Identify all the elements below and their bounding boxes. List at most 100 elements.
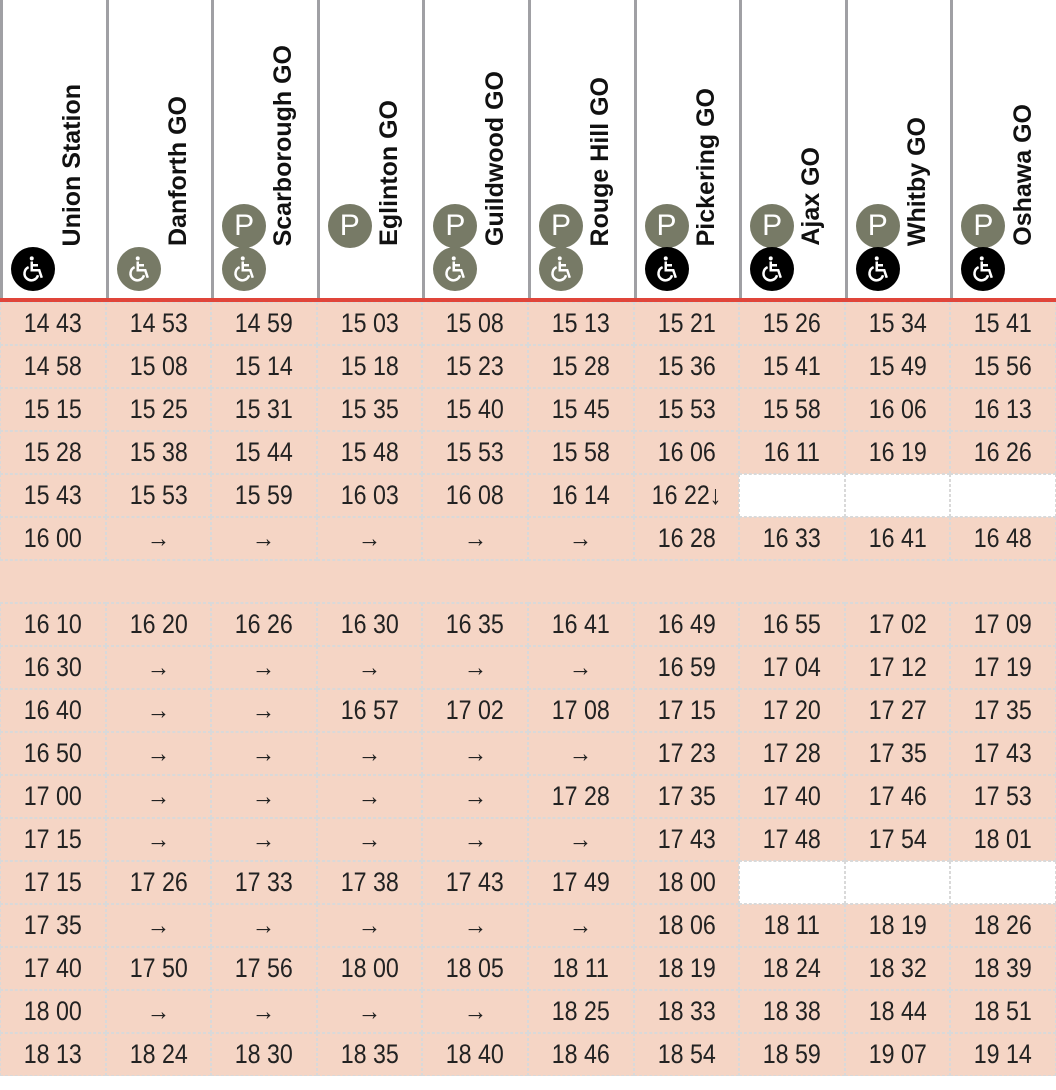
time-cell: 16 41 xyxy=(527,603,634,646)
time-value: 16 19 xyxy=(868,437,927,467)
time-cell: 18 30 xyxy=(211,1033,317,1076)
arrow-icon: → xyxy=(463,781,487,811)
table-row: 18 13 18 24 18 30 18 35 18 40 18 46 18 54 18 59… xyxy=(0,1033,1056,1076)
parking-icon: P xyxy=(222,204,267,248)
table-row: 16 30 → → → → → 16 59 17 04 17 12 17 19 xyxy=(0,646,1056,689)
time-value: 16 10 xyxy=(23,609,82,639)
time-cell: 16 55 xyxy=(739,603,845,646)
time-value: 15 28 xyxy=(551,351,610,381)
time-value: 18 40 xyxy=(446,1039,505,1069)
arrow-icon: → xyxy=(252,824,276,854)
time-cell: 17 15 xyxy=(0,818,106,861)
time-cell: 17 15 xyxy=(0,861,106,904)
spacer-cell xyxy=(950,560,1056,603)
time-cell: 15 28 xyxy=(527,345,634,388)
time-value: 18 51 xyxy=(974,996,1033,1026)
station-header: Whitby GO P xyxy=(844,0,951,298)
wheelchair-accessible-icon xyxy=(11,247,55,291)
time-value: 15 36 xyxy=(657,351,716,381)
time-value: 17 40 xyxy=(762,781,822,811)
time-cell xyxy=(950,474,1056,517)
time-cell: → xyxy=(105,646,212,689)
time-cell: → xyxy=(105,904,212,947)
time-cell: 17 43 xyxy=(422,861,528,904)
time-value: 16 14 xyxy=(551,480,610,510)
table-row: 18 00 → → → → 18 25 18 33 18 38 18 44 18 51 xyxy=(0,990,1056,1033)
wheelchair-accessible-icon xyxy=(855,247,900,291)
time-value: 16 50 xyxy=(23,738,82,768)
time-cell: 15 59 xyxy=(211,474,317,517)
time-cell xyxy=(950,861,1056,904)
time-cell xyxy=(844,474,951,517)
time-value: 15 56 xyxy=(974,351,1033,381)
time-cell: 16 13 xyxy=(950,388,1056,431)
time-cell: 18 06 xyxy=(633,904,740,947)
time-value: 15 26 xyxy=(762,308,822,338)
time-value: 18 25 xyxy=(551,996,610,1026)
time-cell: 15 13 xyxy=(527,302,634,345)
arrow-icon: → xyxy=(357,996,382,1026)
time-cell: 16 22↓ xyxy=(633,474,740,517)
time-value: 18 05 xyxy=(446,953,505,983)
time-cell: 15 14 xyxy=(211,345,317,388)
time-cell: → xyxy=(105,990,212,1033)
spacer-cell xyxy=(316,560,423,603)
station-name: Ajax GO xyxy=(797,147,826,246)
time-cell: → xyxy=(211,904,317,947)
time-value: 18 13 xyxy=(23,1039,82,1069)
time-cell: 17 49 xyxy=(527,861,634,904)
table-row: 17 00 → → → → 17 28 17 35 17 40 17 46 17 53 xyxy=(0,775,1056,818)
time-cell: 17 08 xyxy=(527,689,634,732)
time-cell: → xyxy=(316,646,423,689)
time-value: 14 58 xyxy=(23,351,82,381)
time-value: 17 43 xyxy=(974,738,1033,768)
station-name: Oshawa GO xyxy=(1008,104,1037,246)
time-value: 18 35 xyxy=(340,1039,399,1069)
time-cell: 18 51 xyxy=(950,990,1056,1033)
arrow-icon: → xyxy=(357,738,382,768)
time-cell: → xyxy=(422,775,528,818)
spacer-cell xyxy=(739,560,845,603)
arrow-icon: → xyxy=(463,910,487,940)
time-value: 16 11 xyxy=(763,437,821,467)
time-cell: 15 40 xyxy=(422,388,528,431)
time-value: 16 33 xyxy=(762,523,822,553)
time-value: 15 59 xyxy=(234,480,294,510)
time-value: 18 39 xyxy=(974,953,1033,983)
time-value: 17 02 xyxy=(446,695,505,725)
station-name: Scarborough GO xyxy=(269,44,298,246)
time-cell: 15 23 xyxy=(422,345,528,388)
time-value: 17 28 xyxy=(551,781,610,811)
arrow-icon: → xyxy=(463,738,487,768)
time-cell: → xyxy=(527,732,634,775)
station-name: Guildwood GO xyxy=(480,71,509,246)
time-value: 15 48 xyxy=(340,437,399,467)
time-cell: 16 33 xyxy=(739,517,845,560)
time-value: 15 23 xyxy=(446,351,505,381)
time-cell: 15 43 xyxy=(0,474,106,517)
time-cell: 16 57 xyxy=(316,689,423,732)
arrow-icon: → xyxy=(357,781,382,811)
time-cell: 18 19 xyxy=(844,904,951,947)
arrow-icon: → xyxy=(357,910,382,940)
time-cell: 17 35 xyxy=(950,689,1056,732)
time-cell: → xyxy=(211,689,317,732)
time-value: 18 59 xyxy=(762,1039,822,1069)
time-cell: 18 35 xyxy=(316,1033,423,1076)
time-cell: → xyxy=(527,818,634,861)
time-value: 17 26 xyxy=(129,867,188,897)
time-value: 18 01 xyxy=(974,824,1033,854)
time-value: 17 50 xyxy=(129,953,188,983)
wheelchair-accessible-icon xyxy=(538,247,583,291)
time-value: 18 00 xyxy=(340,953,399,983)
time-cell: → xyxy=(211,732,317,775)
time-cell: 18 59 xyxy=(739,1033,845,1076)
time-value: 16 59 xyxy=(657,652,716,682)
time-value: 16 03 xyxy=(340,480,399,510)
arrow-icon: → xyxy=(569,523,593,553)
arrow-icon: → xyxy=(146,781,171,811)
time-cell: 18 24 xyxy=(739,947,845,990)
arrow-icon: → xyxy=(146,652,171,682)
time-value: 17 40 xyxy=(23,953,82,983)
timetable-grid: 14 43 14 53 14 59 15 03 15 08 15 13 15 21 15 26… xyxy=(0,302,1056,1076)
